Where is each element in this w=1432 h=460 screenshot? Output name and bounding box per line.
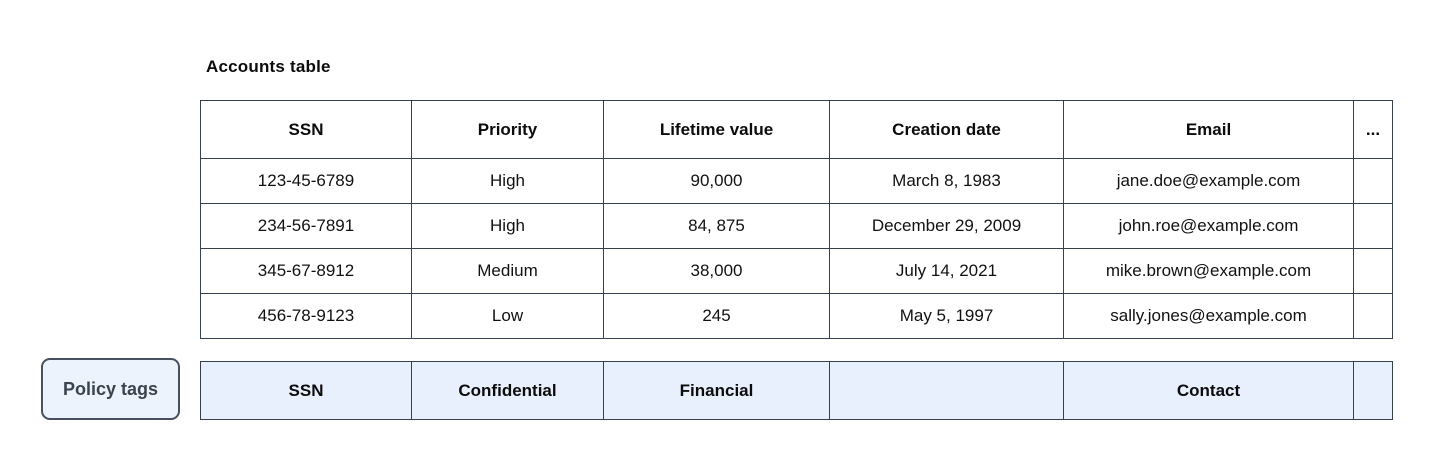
column-header-more: ... [1353,100,1393,159]
accounts-table: SSN Priority Lifetime value Creation dat… [200,100,1393,339]
cell-ssn: 123-45-6789 [200,158,412,204]
cell-more [1353,248,1393,294]
column-header-creation-date: Creation date [829,100,1064,159]
table-header-row: SSN Priority Lifetime value Creation dat… [200,100,1393,159]
column-header-email: Email [1063,100,1354,159]
cell-priority: Low [411,293,604,339]
policy-tag-empty [829,361,1064,420]
policy-tag-financial: Financial [603,361,830,420]
column-header-priority: Priority [411,100,604,159]
column-header-ssn: SSN [200,100,412,159]
policy-row: SSN Confidential Financial Contact [200,361,1393,420]
cell-ssn: 456-78-9123 [200,293,412,339]
cell-priority: Medium [411,248,604,294]
table-row: 234-56-7891 High 84, 875 December 29, 20… [200,203,1393,249]
policy-tag-confidential: Confidential [411,361,604,420]
cell-lifetime-value: 38,000 [603,248,830,294]
policy-tag-empty [1353,361,1393,420]
cell-email: sally.jones@example.com [1063,293,1354,339]
policy-tags-row: SSN Confidential Financial Contact [200,361,1393,420]
table-row: 123-45-6789 High 90,000 March 8, 1983 ja… [200,158,1393,204]
cell-priority: High [411,203,604,249]
cell-ssn: 234-56-7891 [200,203,412,249]
cell-priority: High [411,158,604,204]
column-header-lifetime-value: Lifetime value [603,100,830,159]
cell-email: john.roe@example.com [1063,203,1354,249]
cell-creation-date: July 14, 2021 [829,248,1064,294]
policy-tag-contact: Contact [1063,361,1354,420]
table-row: 456-78-9123 Low 245 May 5, 1997 sally.jo… [200,293,1393,339]
policy-tags-button[interactable]: Policy tags [41,358,180,420]
cell-lifetime-value: 84, 875 [603,203,830,249]
policy-tag-ssn: SSN [200,361,412,420]
cell-more [1353,158,1393,204]
cell-lifetime-value: 245 [603,293,830,339]
cell-more [1353,203,1393,249]
cell-creation-date: December 29, 2009 [829,203,1064,249]
cell-creation-date: May 5, 1997 [829,293,1064,339]
cell-email: mike.brown@example.com [1063,248,1354,294]
page-title: Accounts table [206,57,331,76]
cell-ssn: 345-67-8912 [200,248,412,294]
cell-more [1353,293,1393,339]
cell-creation-date: March 8, 1983 [829,158,1064,204]
table-row: 345-67-8912 Medium 38,000 July 14, 2021 … [200,248,1393,294]
cell-lifetime-value: 90,000 [603,158,830,204]
cell-email: jane.doe@example.com [1063,158,1354,204]
